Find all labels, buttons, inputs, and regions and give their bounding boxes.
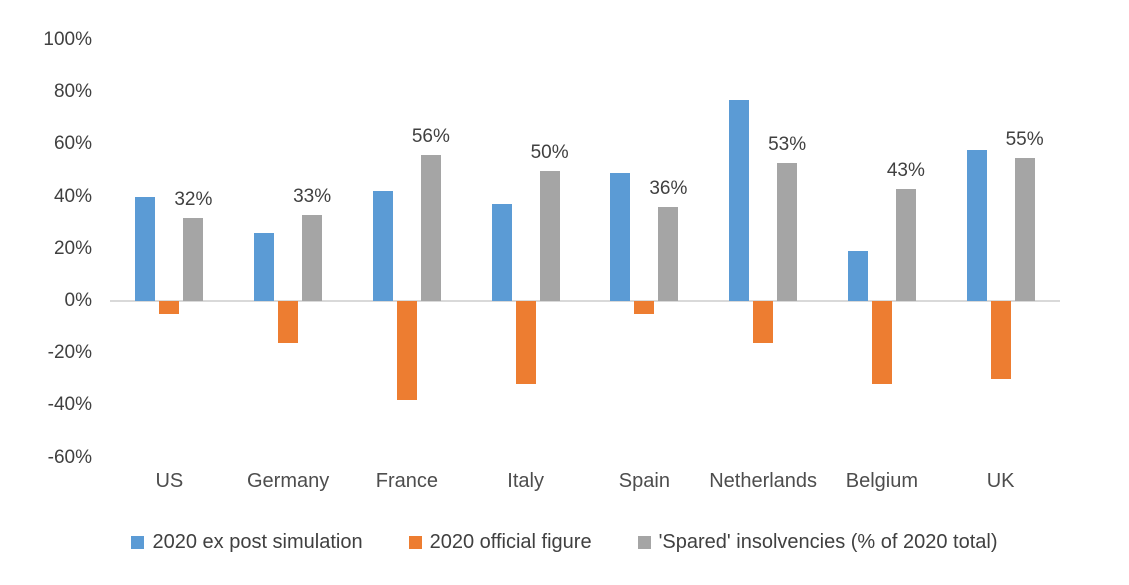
y-axis-tick-label: 80% xyxy=(53,81,92,103)
category-label-germany: Germany xyxy=(247,470,330,492)
x-axis-baseline xyxy=(110,300,1060,302)
bar-france-series-0 xyxy=(372,191,393,301)
legend-item-1: 2020 official figure xyxy=(408,531,592,554)
bar-data-label: 36% xyxy=(649,178,688,200)
legend-swatch-icon xyxy=(408,536,422,549)
bar-uk-series-0 xyxy=(966,149,987,301)
y-axis-tick-label: 0% xyxy=(64,290,92,311)
category-label-uk: UK xyxy=(986,470,1015,492)
category-label-italy: Italy xyxy=(507,470,544,492)
bar-data-label: 43% xyxy=(886,159,925,181)
bar-uk-series-1 xyxy=(990,301,1011,380)
bar-data-label: 33% xyxy=(293,185,332,207)
bar-data-label: 50% xyxy=(530,141,569,163)
legend-item-2: 'Spared' insolvencies (% of 2020 total) xyxy=(637,531,998,554)
category-label-belgium: Belgium xyxy=(845,470,918,492)
legend-swatch-icon xyxy=(131,536,145,549)
y-axis-tick-label: 60% xyxy=(53,133,92,155)
bar-data-label: 55% xyxy=(1005,128,1044,150)
bar-netherlands-series-2 xyxy=(777,162,798,301)
y-axis-tick-label: -40% xyxy=(47,394,92,416)
legend-label: 2020 official figure xyxy=(429,531,592,553)
bar-us-series-0 xyxy=(135,196,156,301)
bar-france-series-2 xyxy=(420,154,441,301)
bar-netherlands-series-1 xyxy=(753,301,774,343)
bar-spain-series-1 xyxy=(634,301,655,315)
bar-france-series-1 xyxy=(396,301,417,401)
legend-label: 2020 ex post simulation xyxy=(152,531,363,553)
legend-item-0: 2020 ex post simulation xyxy=(131,531,363,554)
bar-us-series-2 xyxy=(183,217,204,301)
y-axis-tick-label: 100% xyxy=(43,29,92,51)
bar-belgium-series-0 xyxy=(847,251,868,301)
bar-italy-series-0 xyxy=(491,204,512,301)
legend-label: 'Spared' insolvencies (% of 2020 total) xyxy=(658,531,998,553)
category-label-france: France xyxy=(375,470,438,492)
bar-data-label: 56% xyxy=(411,125,450,147)
legend-swatch-icon xyxy=(637,536,651,549)
bar-spain-series-2 xyxy=(658,207,679,301)
y-axis-tick-label: -60% xyxy=(47,446,92,468)
category-label-spain: Spain xyxy=(618,470,670,492)
bar-germany-series-1 xyxy=(278,301,299,343)
bar-germany-series-2 xyxy=(302,214,323,301)
bar-germany-series-0 xyxy=(254,233,275,301)
y-axis-tick-label: -20% xyxy=(47,342,92,364)
bar-belgium-series-2 xyxy=(895,188,916,301)
category-label-netherlands: Netherlands xyxy=(709,470,818,492)
bar-us-series-1 xyxy=(159,301,180,315)
bar-italy-series-1 xyxy=(515,301,536,385)
category-label-us: US xyxy=(155,470,184,492)
y-axis-tick-label: 20% xyxy=(53,237,92,259)
legend: 2020 ex post simulation 2020 official fig… xyxy=(0,531,1129,554)
bar-data-label: 53% xyxy=(768,133,807,155)
y-axis-tick-label: 40% xyxy=(53,185,92,207)
bar-netherlands-series-0 xyxy=(729,100,750,301)
bar-uk-series-2 xyxy=(1014,157,1035,301)
bar-spain-series-0 xyxy=(610,173,631,301)
bar-italy-series-2 xyxy=(539,170,560,301)
bar-belgium-series-1 xyxy=(871,301,892,385)
bar-data-label: 32% xyxy=(174,188,213,210)
